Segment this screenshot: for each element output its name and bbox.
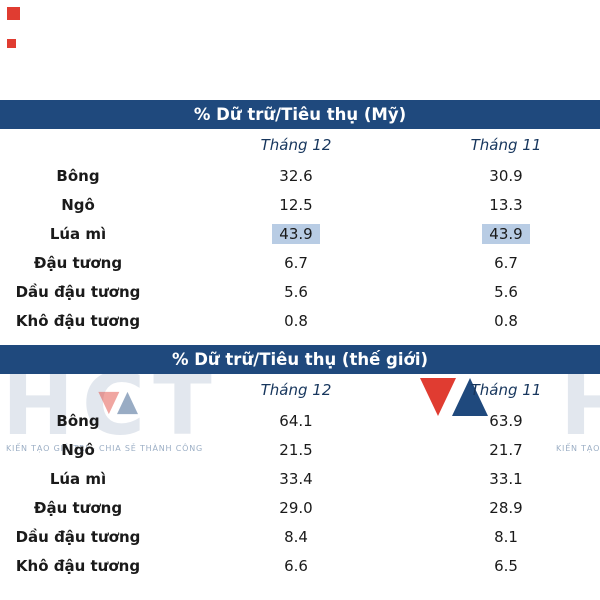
row-label: Đậu tương (33, 253, 123, 272)
column-header-row: Tháng 12 Tháng 11 (0, 374, 600, 406)
table-row: Khô đậu tương 0.8 0.8 (0, 306, 600, 335)
value: 5.6 (494, 282, 518, 301)
value-cell: 6.6 (156, 557, 436, 575)
value-cell: 6.5 (436, 557, 576, 575)
row-label: Khô đậu tương (15, 556, 141, 575)
table-row: Dầu đậu tương 5.6 5.6 (0, 277, 600, 306)
value-cell: 0.8 (156, 312, 436, 330)
value-cell: 0.8 (436, 312, 576, 330)
value: 30.9 (489, 166, 523, 185)
column-header-thang12: Tháng 12 (260, 381, 332, 399)
table-row: Đậu tương 29.0 28.9 (0, 493, 600, 522)
value-cell: 8.4 (156, 528, 436, 546)
value-cell: 12.5 (156, 196, 436, 214)
table-row: Lúa mì 33.4 33.1 (0, 464, 600, 493)
table-row: Dầu đậu tương 8.4 8.1 (0, 522, 600, 551)
value: 8.1 (494, 527, 518, 546)
logo-fragment-icon (7, 7, 20, 20)
value: 6.5 (494, 556, 518, 575)
value-cell: 21.7 (436, 441, 576, 459)
value: 5.6 (284, 282, 308, 301)
column-header-thang12: Tháng 12 (260, 136, 332, 154)
table-row: Đậu tương 6.7 6.7 (0, 248, 600, 277)
value-cell: 63.9 (436, 412, 576, 430)
value: 12.5 (279, 195, 313, 214)
value: 6.7 (494, 253, 518, 272)
table-row-highlighted: Lúa mì 43.9 43.9 (0, 219, 600, 248)
value-cell: 33.1 (436, 470, 576, 488)
table-title-bar: % Dữ trữ/Tiêu thụ (Mỹ) (0, 100, 600, 129)
row-label: Dầu đậu tương (15, 527, 141, 546)
value-cell: 64.1 (156, 412, 436, 430)
table-row: Ngô 12.5 13.3 (0, 190, 600, 219)
value-cell: 8.1 (436, 528, 576, 546)
table-row: Khô đậu tương 6.6 6.5 (0, 551, 600, 580)
value-cell: 5.6 (156, 283, 436, 301)
value: 21.5 (279, 440, 313, 459)
spacer (0, 335, 600, 345)
value: 6.6 (284, 556, 308, 575)
value-cell: 32.6 (156, 167, 436, 185)
column-header-thang11: Tháng 11 (470, 136, 542, 154)
value: 63.9 (489, 411, 523, 430)
value-cell: 21.5 (156, 441, 436, 459)
value: 33.4 (279, 469, 313, 488)
value-cell: 6.7 (436, 254, 576, 272)
value-cell: 13.3 (436, 196, 576, 214)
value: 32.6 (279, 166, 313, 185)
row-label: Lúa mì (49, 469, 107, 488)
value-cell: 33.4 (156, 470, 436, 488)
value-cell: 43.9 (436, 223, 576, 244)
value: 28.9 (489, 498, 523, 517)
row-label: Dầu đậu tương (15, 282, 141, 301)
row-label: Bông (56, 166, 100, 185)
value: 29.0 (279, 498, 313, 517)
row-label: Lúa mì (49, 224, 107, 243)
value: 0.8 (284, 311, 308, 330)
row-label: Ngô (61, 440, 95, 459)
highlighted-value: 43.9 (482, 223, 530, 244)
value-cell: 43.9 (156, 223, 436, 244)
value: 21.7 (489, 440, 523, 459)
value: 6.7 (284, 253, 308, 272)
value: 13.3 (489, 195, 523, 214)
table-world-stocks: % Dữ trữ/Tiêu thụ (thế giới) Tháng 12 Th… (0, 345, 600, 580)
row-label: Đậu tương (33, 498, 123, 517)
table-us-stocks: % Dữ trữ/Tiêu thụ (Mỹ) Tháng 12 Tháng 11… (0, 100, 600, 335)
table-row: Bông 32.6 30.9 (0, 161, 600, 190)
value: 33.1 (489, 469, 523, 488)
value-cell: 6.7 (156, 254, 436, 272)
table-row: Bông 64.1 63.9 (0, 406, 600, 435)
value-cell: 28.9 (436, 499, 576, 517)
table-row: Ngô 21.5 21.7 (0, 435, 600, 464)
row-label: Ngô (61, 195, 95, 214)
value-cell: 5.6 (436, 283, 576, 301)
value-cell: 29.0 (156, 499, 436, 517)
tables-container: % Dữ trữ/Tiêu thụ (Mỹ) Tháng 12 Tháng 11… (0, 100, 600, 580)
row-label: Khô đậu tương (15, 311, 141, 330)
row-label: Bông (56, 411, 100, 430)
highlighted-value: 43.9 (272, 223, 320, 244)
table-title-bar: % Dữ trữ/Tiêu thụ (thế giới) (0, 345, 600, 374)
column-header-row: Tháng 12 Tháng 11 (0, 129, 600, 161)
column-header-thang11: Tháng 11 (470, 381, 542, 399)
value: 0.8 (494, 311, 518, 330)
value: 8.4 (284, 527, 308, 546)
value: 64.1 (279, 411, 313, 430)
value-cell: 30.9 (436, 167, 576, 185)
logo-fragment-icon (7, 39, 16, 48)
